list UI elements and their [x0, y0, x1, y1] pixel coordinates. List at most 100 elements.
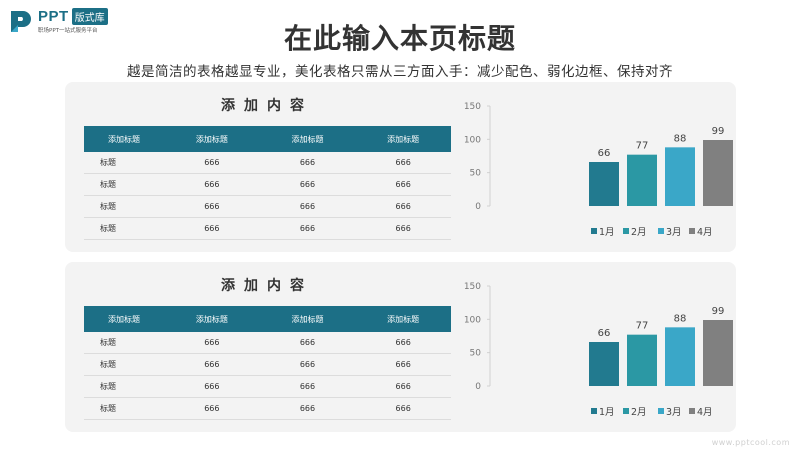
legend-swatch: [658, 228, 664, 234]
legend-label: 4月: [697, 227, 713, 238]
bar: [703, 320, 733, 386]
y-tick-label: 100: [464, 135, 481, 145]
bar-value-label: 77: [636, 141, 649, 152]
legend-swatch: [591, 228, 597, 234]
legend-swatch: [689, 228, 695, 234]
table-cell[interactable]: 666: [259, 152, 356, 174]
table-cell[interactable]: 666: [355, 353, 451, 376]
table-cell[interactable]: 666: [164, 195, 260, 218]
bar-value-label: 88: [674, 133, 687, 144]
table-row: 标题 666 666 666: [84, 353, 451, 376]
legend-label: 3月: [666, 407, 682, 418]
legend-label: 2月: [631, 227, 647, 238]
logo-tagline: 职场PPT一站式服务平台: [38, 28, 98, 34]
y-tick-label: 150: [464, 282, 481, 292]
table-row: 标题 666 666 666: [84, 195, 451, 218]
logo-badge: 版式库: [71, 8, 108, 25]
bar-value-label: 66: [598, 148, 611, 159]
table-header-cell[interactable]: 添加标题: [84, 126, 164, 152]
bar: [627, 334, 657, 386]
legend-label: 3月: [666, 227, 682, 238]
table-cell[interactable]: 666: [164, 375, 260, 398]
y-tick-label: 50: [470, 349, 482, 359]
table-header-cell[interactable]: 添加标题: [259, 126, 356, 152]
bar-chart[interactable]: 0 50 100 150 66 77 88 99 1月 2月 3月 4月: [450, 92, 735, 242]
table-header-cell[interactable]: 添加标题: [355, 126, 451, 152]
page-subtitle[interactable]: 越是简洁的表格越显专业，美化表格只需从三方面入手：减少配色、弱化边框、保持对齐: [127, 64, 673, 80]
table-header-cell[interactable]: 添加标题: [164, 306, 260, 332]
table-cell[interactable]: 标题: [84, 375, 164, 398]
table-cell[interactable]: 标题: [84, 195, 164, 218]
table-cell[interactable]: 标题: [84, 217, 164, 240]
table-cell[interactable]: 666: [259, 173, 356, 196]
legend-swatch: [623, 408, 629, 414]
table-cell[interactable]: 666: [164, 173, 260, 196]
table-cell[interactable]: 标题: [84, 332, 164, 354]
legend-swatch: [623, 228, 629, 234]
table-cell[interactable]: 标题: [84, 152, 164, 174]
table-header-cell[interactable]: 添加标题: [259, 306, 356, 332]
table-cell[interactable]: 666: [355, 152, 451, 174]
brand-logo: PPT 版式库 职场PPT一站式服务平台: [8, 8, 108, 34]
legend-swatch: [658, 408, 664, 414]
table-cell[interactable]: 666: [259, 353, 356, 376]
y-tick-label: 100: [464, 315, 481, 325]
table-cell[interactable]: 666: [259, 332, 356, 354]
table-cell[interactable]: 666: [259, 375, 356, 398]
table-cell[interactable]: 666: [259, 397, 356, 420]
table-header-cell[interactable]: 添加标题: [84, 306, 164, 332]
bar: [627, 154, 657, 206]
table-cell[interactable]: 666: [355, 173, 451, 196]
table-cell[interactable]: 666: [164, 332, 260, 354]
table-header-row: 添加标题 添加标题 添加标题 添加标题: [84, 126, 451, 152]
table-cell[interactable]: 666: [259, 195, 356, 218]
table-cell[interactable]: 666: [355, 332, 451, 354]
content-panel-1: 添加内容 添加标题 添加标题 添加标题 添加标题 标题 666 666 666 …: [65, 82, 736, 252]
table-cell[interactable]: 666: [164, 217, 260, 240]
table-cell[interactable]: 666: [164, 353, 260, 376]
bar: [589, 162, 619, 206]
bar: [589, 342, 619, 386]
table-row: 标题 666 666 666: [84, 332, 451, 354]
table-header-row: 添加标题 添加标题 添加标题 添加标题: [84, 306, 451, 332]
table-row: 标题 666 666 666: [84, 397, 451, 420]
legend-label: 1月: [599, 407, 615, 418]
table-cell[interactable]: 标题: [84, 173, 164, 196]
y-tick-label: 50: [470, 169, 482, 179]
panel-heading[interactable]: 添加内容: [221, 278, 313, 294]
content-panel-2: 添加内容 添加标题 添加标题 添加标题 添加标题 标题 666 666 666 …: [65, 262, 736, 432]
footer-watermark: www.pptcool.com: [711, 438, 790, 447]
bar: [665, 147, 695, 206]
panel-heading[interactable]: 添加内容: [221, 98, 313, 114]
legend-swatch: [591, 408, 597, 414]
legend-label: 2月: [631, 407, 647, 418]
bar-chart[interactable]: 0 50 100 150 66 77 88 99 1月 2月 3月 4月: [450, 272, 735, 422]
bar-value-label: 66: [598, 328, 611, 339]
bar-value-label: 99: [712, 126, 725, 137]
logo-p-icon: [11, 11, 31, 32]
legend-swatch: [689, 408, 695, 414]
table-row: 标题 666 666 666: [84, 217, 451, 240]
y-tick-label: 150: [464, 102, 481, 112]
table-cell[interactable]: 666: [355, 195, 451, 218]
legend-label: 1月: [599, 227, 615, 238]
table-header-cell[interactable]: 添加标题: [355, 306, 451, 332]
table-cell[interactable]: 标题: [84, 353, 164, 376]
y-tick-label: 0: [475, 202, 481, 212]
table-row: 标题 666 666 666: [84, 173, 451, 196]
table-cell[interactable]: 标题: [84, 397, 164, 420]
data-table: 添加标题 添加标题 添加标题 添加标题 标题 666 666 666 标题 66…: [84, 126, 451, 240]
logo-wordmark: PPT: [38, 8, 69, 25]
table-cell[interactable]: 666: [355, 397, 451, 420]
page-title[interactable]: 在此输入本页标题: [283, 22, 516, 55]
table-cell[interactable]: 666: [259, 217, 356, 240]
bar: [665, 327, 695, 386]
table-cell[interactable]: 666: [355, 217, 451, 240]
table-header-cell[interactable]: 添加标题: [164, 126, 260, 152]
table-row: 标题 666 666 666: [84, 152, 451, 174]
table-cell[interactable]: 666: [164, 397, 260, 420]
bar-value-label: 88: [674, 313, 687, 324]
data-table: 添加标题 添加标题 添加标题 添加标题 标题 666 666 666 标题 66…: [84, 306, 451, 420]
table-cell[interactable]: 666: [164, 152, 260, 174]
table-cell[interactable]: 666: [355, 375, 451, 398]
